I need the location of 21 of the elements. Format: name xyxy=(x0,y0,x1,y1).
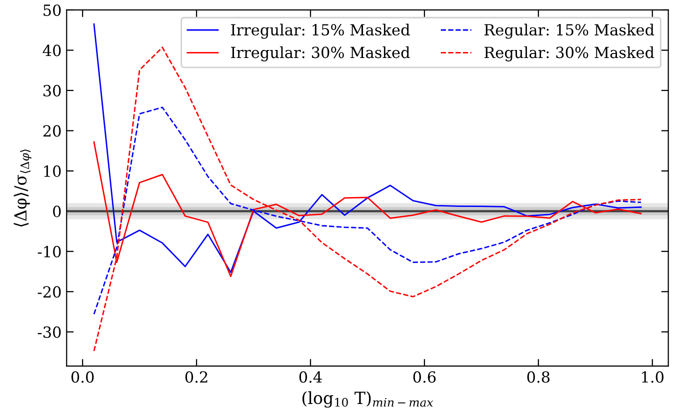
x-tick-label: 0.6 xyxy=(413,371,436,383)
x-axis-title: (log$_{10}$ T)$_{min−max}$ xyxy=(302,391,434,408)
y-tick-label: 20 xyxy=(43,125,61,137)
y-axis-title: ⟨Δφ⟩/σ$_{⟨Δφ⟩}$ xyxy=(14,150,32,227)
x-tick-label: 1.0 xyxy=(642,371,664,383)
x-tick-label: 0.2 xyxy=(185,371,208,383)
y-tick-label: 30 xyxy=(43,84,61,96)
y-tick-label: 50 xyxy=(44,4,61,16)
x-tick-label: 0.0 xyxy=(71,371,94,383)
y-tick-label: -20 xyxy=(38,286,61,298)
legend-label: Regular: 30% Masked xyxy=(484,46,654,62)
legend-label: Irregular: 30% Masked xyxy=(231,46,410,62)
legend-label: Regular: 15% Masked xyxy=(484,24,654,39)
y-tick-label: 40 xyxy=(42,44,61,56)
y-tick-label: 0 xyxy=(53,206,61,218)
y-tick-label: -10 xyxy=(38,246,61,258)
y-tick-label: 10 xyxy=(44,165,61,177)
legend-label: Irregular: 15% Masked xyxy=(231,24,410,39)
x-tick-label: 0.8 xyxy=(527,371,550,383)
x-tick-label: 0.4 xyxy=(299,371,322,383)
y-tick-label: -30 xyxy=(38,326,61,338)
